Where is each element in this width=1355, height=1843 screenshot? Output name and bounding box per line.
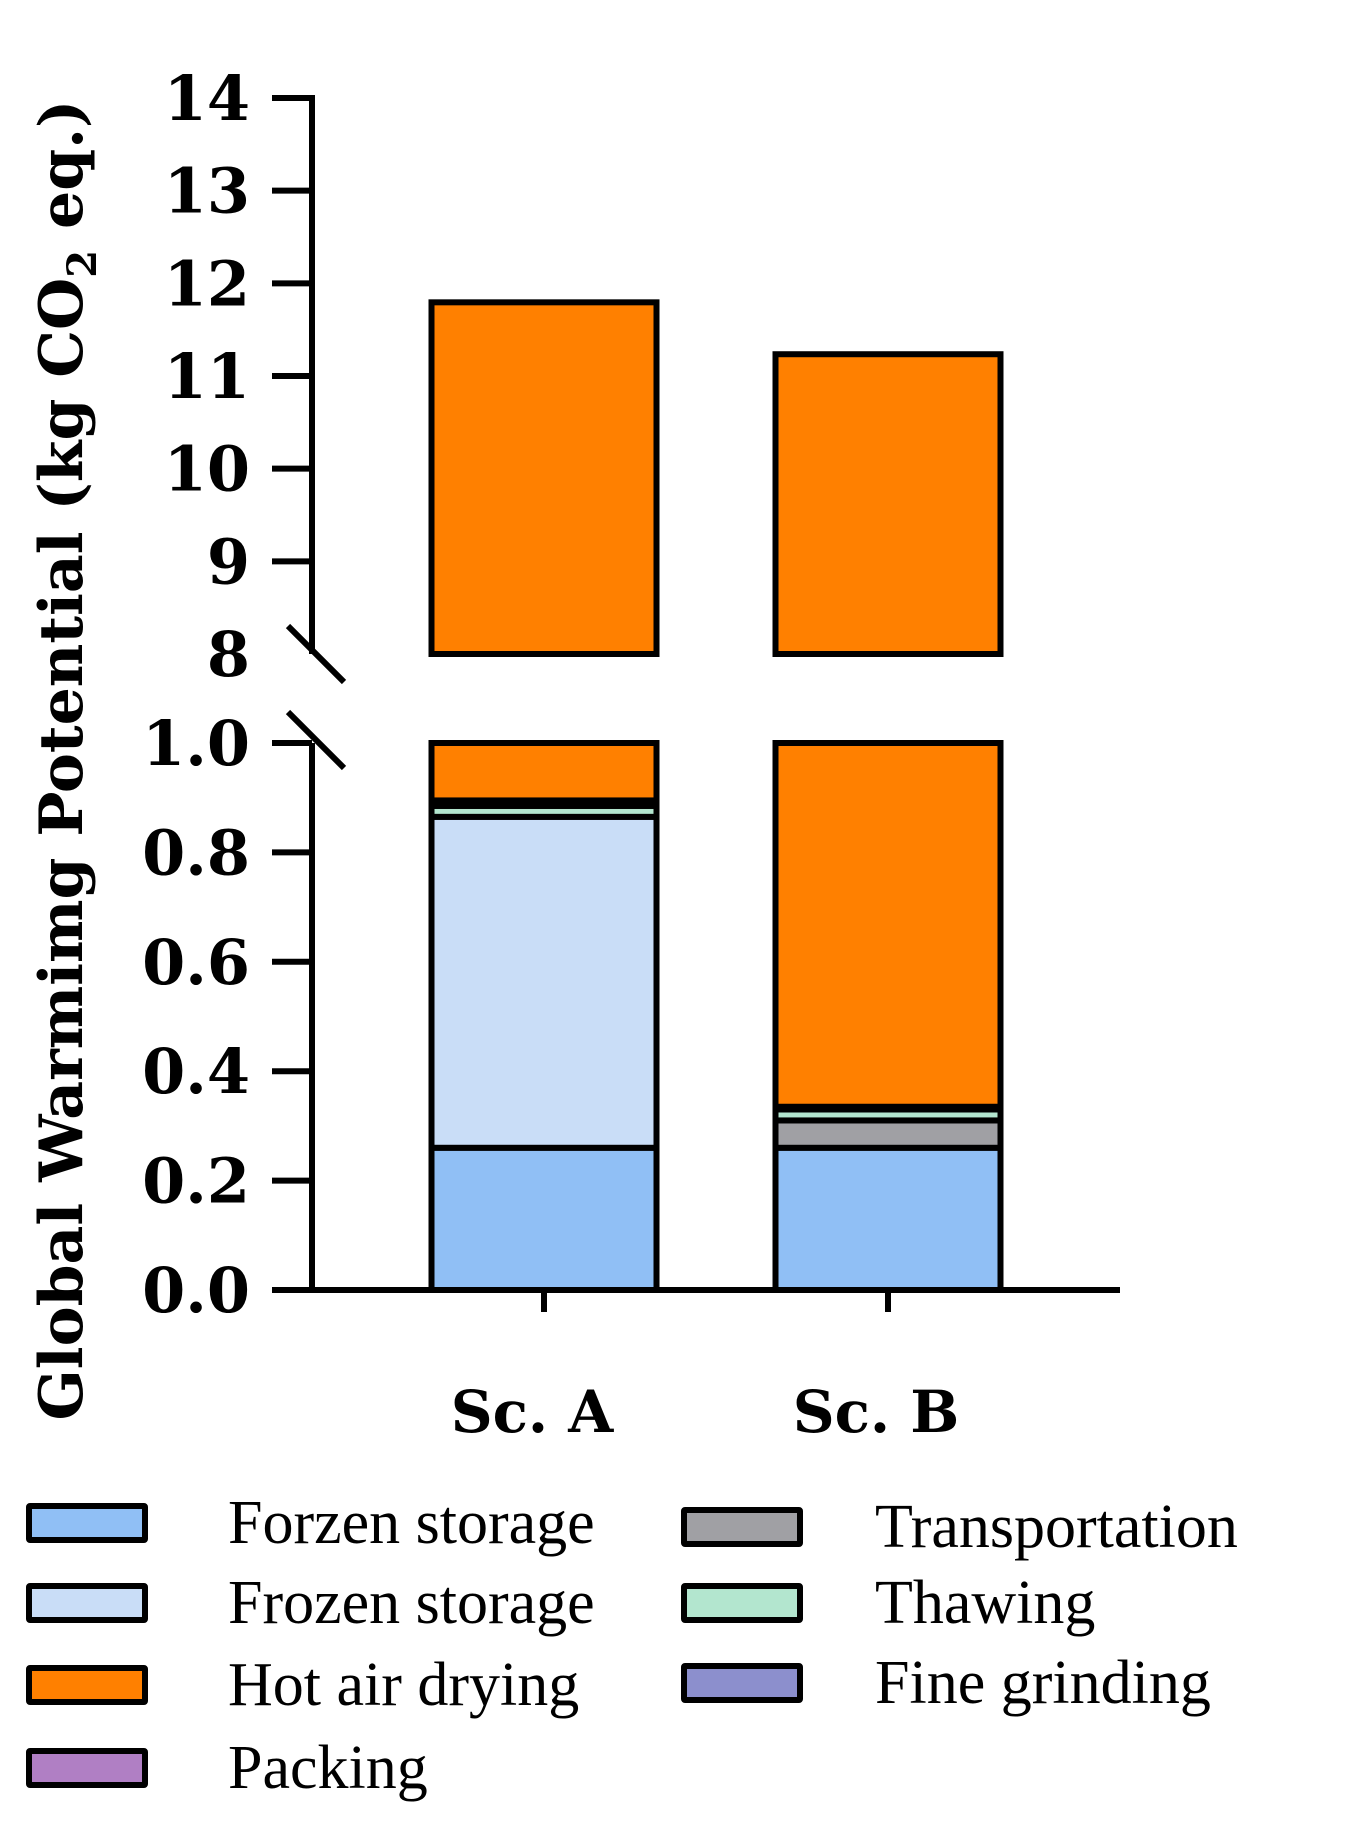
x-tick-label: Sc. A — [451, 1378, 615, 1446]
legend-swatch — [26, 1583, 148, 1623]
bar-segment — [428, 299, 660, 657]
y-axis-label-end: eq.) — [27, 100, 97, 250]
y-axis-label-main: Global Warmimg Potential (kg CO — [27, 278, 97, 1421]
legend-label: Transportation — [875, 1492, 1238, 1561]
x-tick-label: Sc. B — [793, 1378, 960, 1446]
legend-label: Frozen storage — [228, 1568, 595, 1637]
y-tick-label: 14 — [164, 62, 250, 135]
legend-label: Hot air drying — [228, 1650, 580, 1719]
stacked-bar-chart: Global Warmimg Potential (kg CO2 eq.) Sc… — [27, 62, 1120, 1446]
legend-item: Packing — [26, 1733, 428, 1803]
ticks: Sc. A Sc. B 0.0 0.2 0.4 0.6 0.8 1.0 8 9 10 11 12 13 14 — [142, 62, 959, 1446]
legend-label: Forzen storage — [228, 1488, 595, 1557]
bars — [428, 299, 1004, 1294]
legend-swatch — [681, 1507, 803, 1547]
legend-swatch — [681, 1583, 803, 1623]
y-tick-label: 0.8 — [142, 816, 250, 889]
axis-break-mark — [285, 709, 347, 771]
bar-segment — [772, 1117, 1004, 1151]
legend-item: Transportation — [681, 1492, 1238, 1562]
bar-segment — [772, 740, 1004, 1110]
bar-segment — [428, 740, 660, 804]
bar-segment — [772, 351, 1004, 657]
y-tick-label: 13 — [164, 155, 250, 228]
y-tick-label: 0.6 — [142, 926, 250, 999]
legend-swatch — [26, 1748, 148, 1788]
y-tick-label: 0.2 — [142, 1145, 250, 1218]
y-tick-label: 0.0 — [142, 1254, 250, 1327]
legend-item: Fine grinding — [681, 1648, 1211, 1718]
y-axis-label: Global Warmimg Potential (kg CO2 eq.) — [27, 100, 106, 1421]
y-tick-label: 1.0 — [142, 707, 250, 780]
legend-swatch — [26, 1503, 148, 1543]
legend-label: Packing — [228, 1733, 428, 1802]
bar-segment — [772, 1144, 1004, 1294]
y-axis-label-subscript: 2 — [59, 250, 106, 278]
legend-item: Frozen storage — [26, 1568, 595, 1638]
bar-segment — [428, 813, 660, 1151]
y-tick-label: 0.4 — [142, 1035, 250, 1108]
legend-swatch — [26, 1665, 148, 1705]
legend-label: Fine grinding — [875, 1648, 1211, 1717]
legend-item: Forzen storage — [26, 1488, 595, 1558]
legend-item: Thawing — [681, 1568, 1095, 1638]
y-tick-label: 9 — [207, 525, 250, 598]
legend: Forzen storage Transportation Frozen sto… — [26, 1488, 1346, 1828]
y-tick-label: 12 — [164, 247, 250, 320]
y-tick-label: 11 — [164, 340, 250, 413]
y-tick-label: 10 — [164, 433, 250, 506]
bar-segment — [428, 1144, 660, 1294]
legend-swatch — [681, 1663, 803, 1703]
legend-item: Hot air drying — [26, 1650, 579, 1720]
bar-stack — [428, 299, 660, 1294]
y-tick-label: 8 — [207, 618, 250, 691]
legend-label: Thawing — [875, 1568, 1096, 1637]
bar-stack — [772, 351, 1004, 1294]
axis-break-mark — [285, 623, 347, 685]
